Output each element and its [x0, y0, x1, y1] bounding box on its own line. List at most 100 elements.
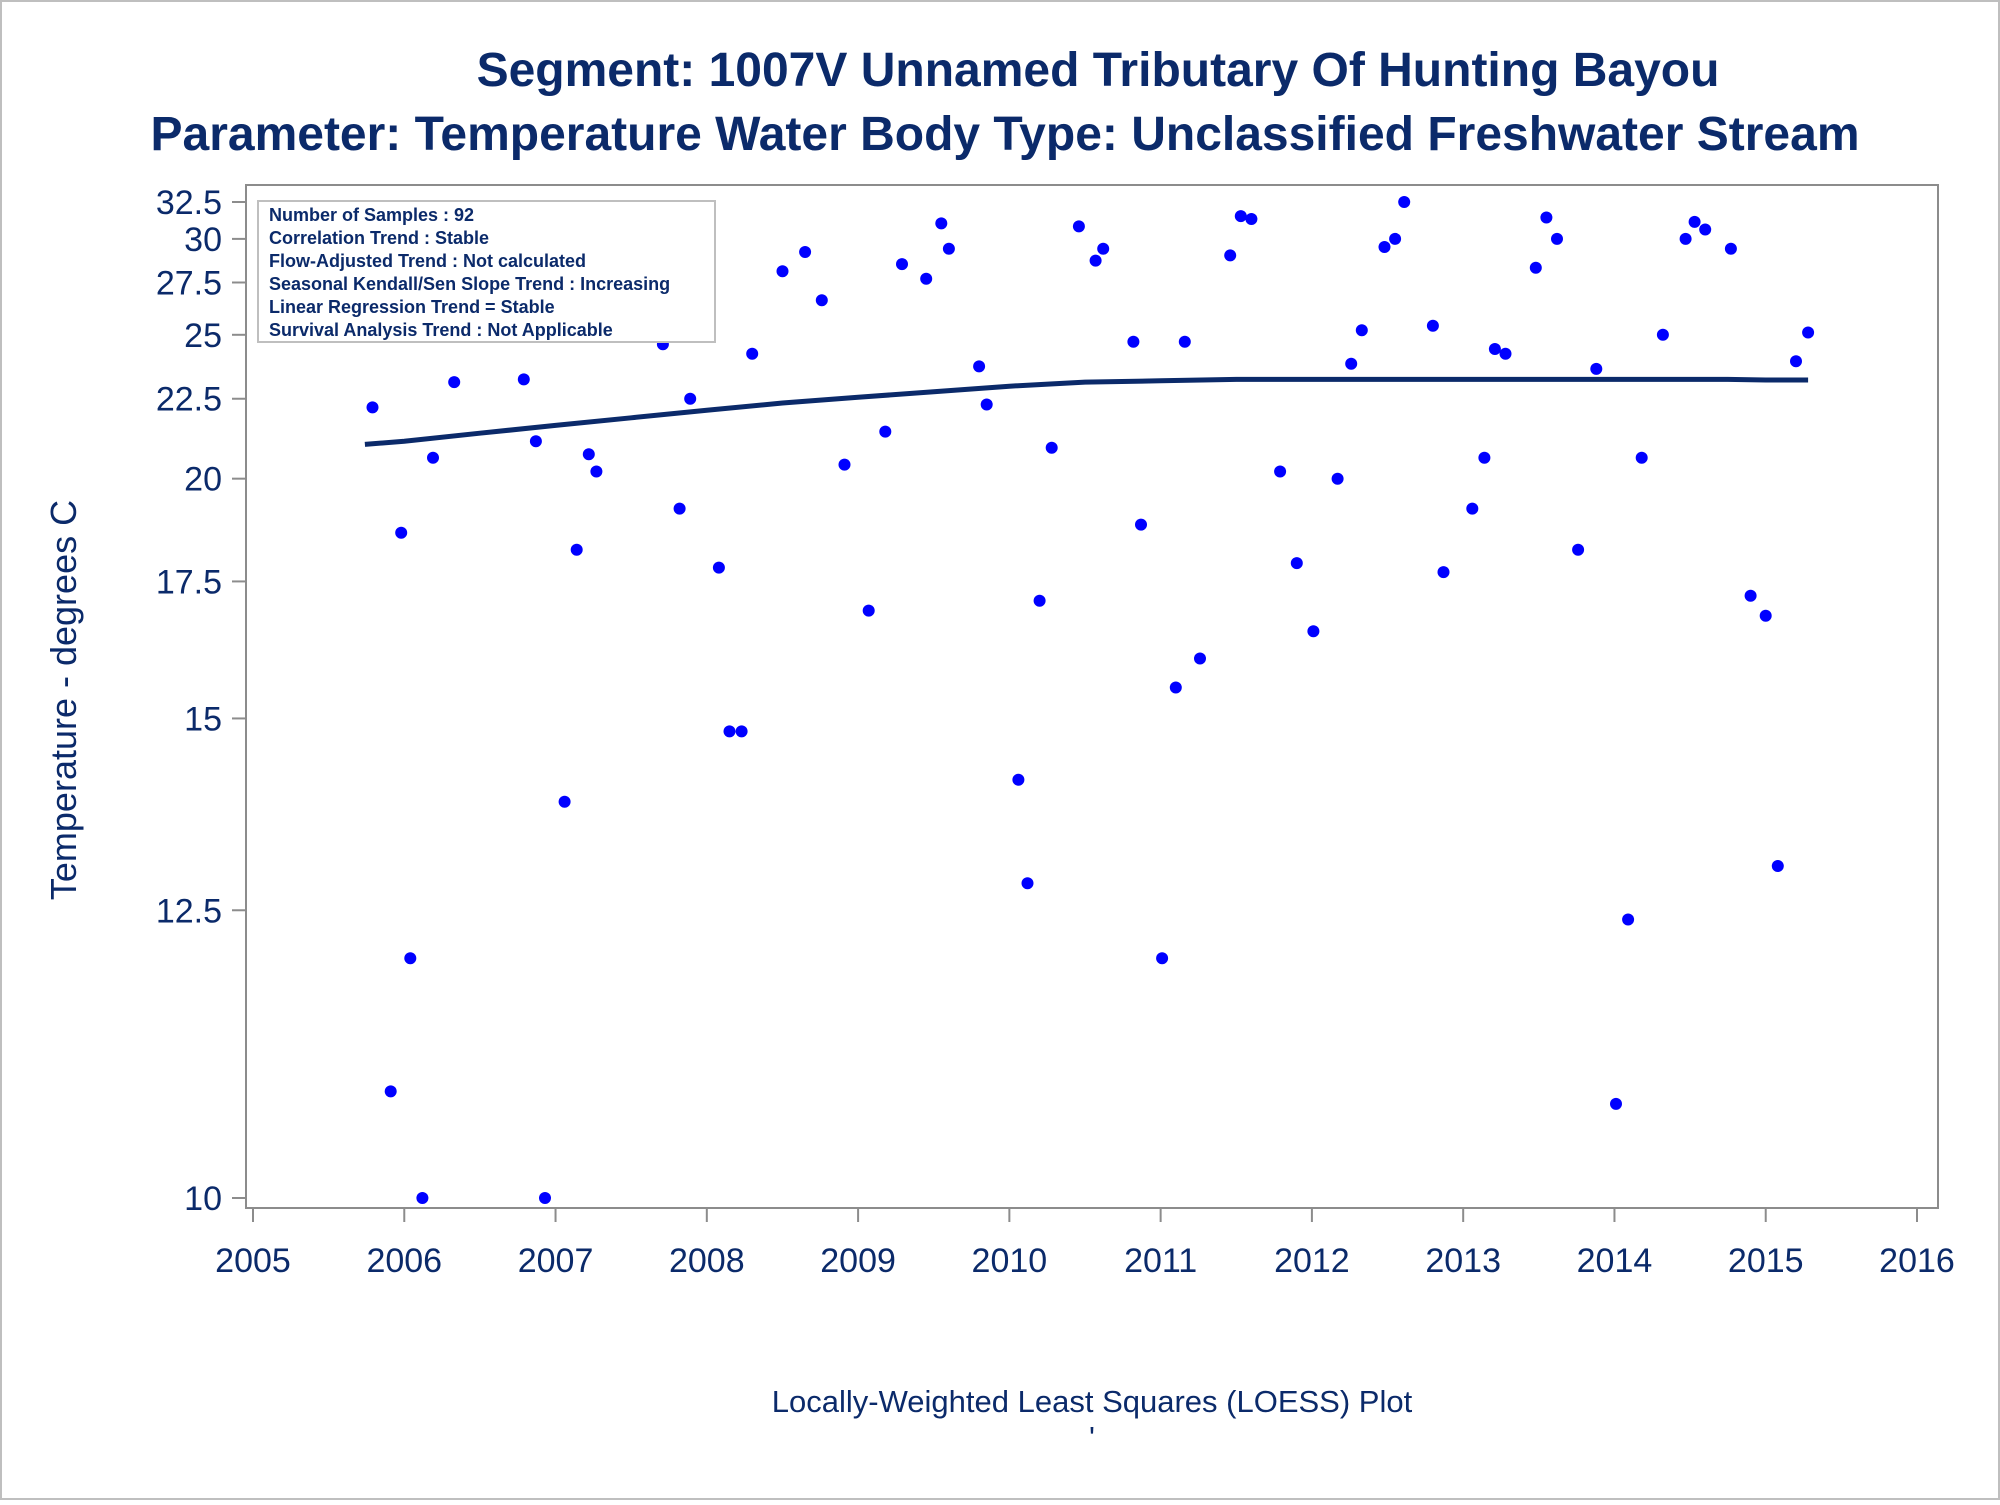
- y-tick-label: 22.5: [156, 381, 222, 419]
- x-axis: 2005 2006 2007 2008 2009 2010 2011 2012 2013 2014…: [215, 1208, 1955, 1280]
- sample-point: [896, 258, 908, 271]
- sample-points: [358, 196, 1815, 1204]
- sample-point: [973, 360, 986, 373]
- sample-point: [746, 347, 759, 360]
- sample-point: [838, 458, 851, 471]
- y-tick-label: 10: [184, 1180, 222, 1218]
- sample-point: [1274, 465, 1287, 478]
- sample-point: [1466, 502, 1479, 515]
- sample-point: [384, 1085, 397, 1098]
- y-tick-label: 17.5: [156, 563, 222, 601]
- sample-point: [1033, 594, 1046, 607]
- sample-point: [1426, 319, 1439, 332]
- sample-point: [879, 425, 892, 438]
- sample-point: [1688, 215, 1701, 228]
- sample-point: [862, 604, 875, 617]
- sample-point: [1551, 232, 1563, 245]
- x-tick-label: 2016: [1879, 1242, 1955, 1280]
- sample-point: [1355, 324, 1368, 337]
- sample-point: [582, 448, 595, 461]
- footnote: ': [1089, 1420, 1095, 1455]
- y-tick-label: 20: [184, 461, 222, 499]
- sample-point: [416, 1192, 429, 1204]
- sample-point: [1290, 557, 1303, 570]
- y-tick-label: 32.5: [156, 184, 222, 222]
- info-box-border: [257, 200, 716, 343]
- sample-point: [404, 952, 417, 965]
- sample-point: [1021, 877, 1034, 890]
- sample-point: [1478, 451, 1491, 464]
- sample-point: [1194, 652, 1206, 665]
- x-tick-label: 2014: [1577, 1242, 1653, 1280]
- sample-point: [1529, 261, 1542, 274]
- sample-point: [815, 294, 828, 307]
- sample-point: [366, 401, 379, 414]
- sample-point: [1378, 241, 1391, 253]
- sample-point: [1590, 362, 1603, 375]
- loess-trend-line: [364, 376, 1809, 447]
- sample-point: [1771, 860, 1784, 872]
- sample-point: [712, 561, 725, 574]
- info-line-linear-regression: Linear Regression Trend = Stable: [269, 297, 555, 317]
- sample-point: [590, 465, 603, 478]
- sample-point: [684, 392, 697, 405]
- sample-point: [1437, 566, 1450, 579]
- sample-point: [1398, 196, 1411, 208]
- sample-point: [1097, 242, 1110, 255]
- sample-point: [1345, 357, 1358, 370]
- sample-point: [1135, 518, 1147, 531]
- info-line-samples: Number of Samples : 92: [269, 205, 474, 225]
- sample-point: [517, 373, 530, 386]
- sample-point: [1699, 223, 1712, 236]
- y-tick-label: 27.5: [156, 264, 222, 302]
- sample-point: [1572, 543, 1585, 556]
- sample-point: [980, 398, 993, 411]
- y-tick-label: 15: [184, 700, 222, 738]
- sample-point: [723, 725, 736, 738]
- y-axis-label: Temperature - degrees C: [43, 500, 84, 900]
- x-tick-label: 2013: [1425, 1242, 1501, 1280]
- chart-subtitle: Parameter: Temperature Water Body Type: …: [150, 108, 1859, 161]
- y-tick-label: 25: [184, 317, 222, 355]
- sample-point: [1178, 335, 1191, 348]
- x-axis-label: Locally-Weighted Least Squares (LOESS) P…: [772, 1384, 1413, 1419]
- sample-point: [799, 246, 812, 258]
- x-tick-label: 2007: [518, 1242, 594, 1280]
- sample-point: [570, 543, 583, 556]
- sample-point: [529, 435, 542, 448]
- sample-point: [1331, 472, 1344, 485]
- sample-point: [1724, 242, 1737, 255]
- sample-point: [1744, 589, 1757, 602]
- sample-point: [1488, 343, 1501, 355]
- sample-point: [1679, 232, 1692, 245]
- sample-point: [1045, 441, 1058, 454]
- sample-point: [673, 502, 686, 515]
- sample-point: [1156, 952, 1169, 965]
- sample-point: [1790, 355, 1802, 368]
- sample-point: [1169, 681, 1182, 694]
- sample-point: [1127, 335, 1140, 348]
- sample-point: [1610, 1097, 1622, 1110]
- sample-point: [1012, 773, 1025, 786]
- sample-point: [1234, 210, 1247, 223]
- sample-point: [448, 376, 461, 389]
- sample-point: [1540, 211, 1553, 224]
- sample-point: [1622, 913, 1635, 926]
- x-tick-label: 2012: [1274, 1242, 1350, 1280]
- info-box: Number of Samples : 92 Correlation Trend…: [257, 200, 716, 343]
- info-line-survival-analysis: Survival Analysis Trend : Not Applicable: [269, 320, 613, 340]
- sample-point: [1656, 328, 1669, 341]
- sample-point: [1759, 609, 1772, 622]
- info-line-seasonal-kendall: Seasonal Kendall/Sen Slope Trend : Incre…: [269, 274, 670, 294]
- sample-point: [558, 795, 571, 808]
- sample-point: [1389, 232, 1402, 245]
- sample-point: [1802, 326, 1815, 339]
- x-tick-label: 2015: [1728, 1242, 1804, 1280]
- y-tick-label: 30: [184, 221, 222, 259]
- x-tick-label: 2011: [1124, 1242, 1197, 1280]
- sample-point: [395, 526, 408, 539]
- sample-point: [1224, 249, 1237, 262]
